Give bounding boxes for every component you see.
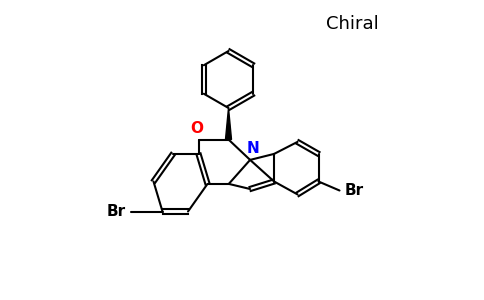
Text: Chiral: Chiral (326, 15, 379, 33)
Text: Br: Br (107, 204, 126, 219)
Polygon shape (226, 108, 231, 140)
Text: O: O (191, 121, 203, 136)
Text: N: N (247, 141, 259, 156)
Text: Br: Br (344, 183, 363, 198)
